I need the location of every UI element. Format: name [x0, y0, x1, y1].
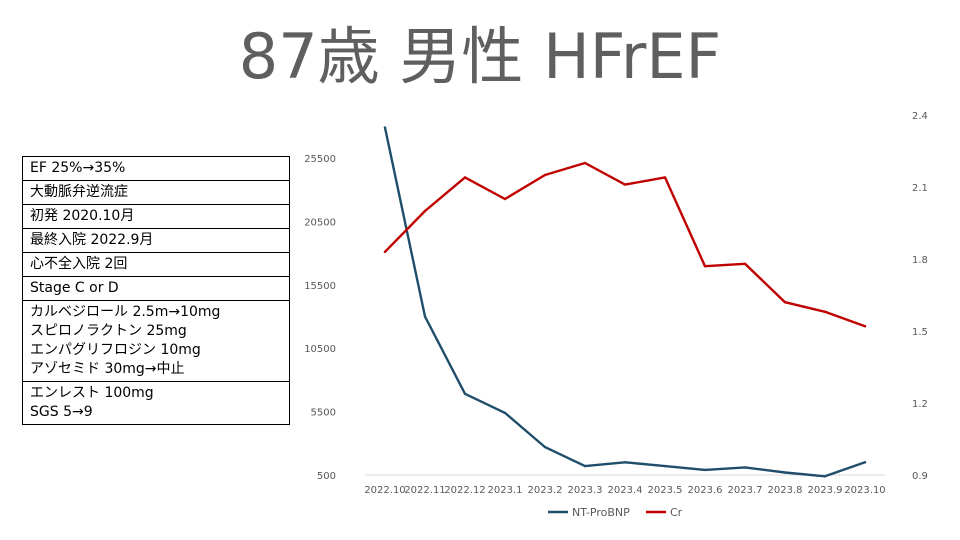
info-row: 最終入院 2022.9月 [22, 228, 290, 253]
info-line: EF 25%→35% [30, 160, 126, 176]
x-tick-label: 2022.10 [364, 485, 405, 496]
data-point [663, 464, 667, 468]
x-tick-label: 2023.10 [844, 485, 885, 496]
info-cell: 大動脈弁逆流症 [22, 180, 290, 205]
data-point [423, 209, 427, 213]
x-tick-label: 2023.2 [528, 485, 563, 496]
data-point [623, 183, 627, 186]
data-point [783, 301, 787, 304]
x-tick-label: 2022.11 [404, 485, 445, 496]
x-tick-label: 2023.1 [488, 485, 523, 496]
x-tick-label: 2023.8 [768, 485, 803, 496]
data-point [583, 161, 587, 165]
line-chart: 500 5500 10500 15500 20500 25500 0.9 1.2 1.5 1.8 2… [304, 111, 928, 519]
info-row: カルベジロール 2.5m→10mg スピロノラクトン 25mg エンパグリフロジン … [22, 300, 290, 382]
info-line: エンパグリフロジン 10mg [30, 342, 201, 358]
x-tick-label: 2023.4 [608, 485, 643, 496]
y-left-tick-label: 20500 [304, 217, 336, 228]
x-tick-label: 2023.3 [568, 485, 603, 496]
y-right-tick-label: 2.4 [912, 111, 928, 122]
data-point [783, 471, 787, 474]
info-line: 心不全入院 2回 [30, 256, 128, 272]
patient-info-body: EF 25%→35% 大動脈弁逆流症 初発 2020.10月最終入院 2022.9月… [22, 156, 290, 425]
info-row: Stage C or D [22, 276, 290, 301]
data-point [623, 461, 627, 464]
data-point [703, 468, 707, 472]
info-line: アゾセミド 30mg→中止 [30, 361, 185, 377]
data-point [583, 464, 587, 468]
info-line: スピロノラクトン 25mg [30, 323, 187, 339]
y-right-tick-label: 2.1 [912, 183, 928, 194]
info-cell: 心不全入院 2回 [22, 252, 290, 277]
info-row: エンレスト 100mg SGS 5→9 [22, 381, 290, 425]
y-right-tick-label: 1.2 [912, 399, 928, 410]
data-point [703, 265, 707, 268]
data-point [463, 392, 467, 396]
info-row: 心不全入院 2回 [22, 252, 290, 277]
y-right-tick-label: 0.9 [912, 471, 928, 482]
info-line: 最終入院 2022.9月 [30, 232, 154, 248]
data-point [463, 176, 467, 179]
y-left-tick-label: 15500 [304, 281, 336, 292]
info-line: カルベジロール 2.5m→10mg [30, 304, 221, 320]
legend-label: NT-ProBNP [572, 506, 630, 519]
data-point [863, 461, 867, 464]
data-point [383, 126, 387, 129]
data-point [503, 411, 507, 415]
legend-label: Cr [670, 506, 683, 519]
info-cell: 最終入院 2022.9月 [22, 228, 290, 253]
x-tick-label: 2023.9 [808, 485, 843, 496]
y-left-tick-label: 10500 [304, 344, 336, 355]
data-point [543, 173, 547, 177]
info-line: 大動脈弁逆流症 [30, 184, 128, 200]
data-point [823, 475, 827, 478]
series-line-nt-probnp [383, 126, 867, 478]
data-point [863, 325, 867, 328]
info-row: 初発 2020.10月 [22, 204, 290, 229]
info-cell: エンレスト 100mg SGS 5→9 [22, 381, 290, 425]
y-right-tick-label: 1.8 [912, 255, 928, 266]
data-point [663, 176, 667, 179]
x-tick-label: 2022.12 [444, 485, 485, 496]
data-point [383, 250, 387, 253]
info-cell: 初発 2020.10月 [22, 204, 290, 229]
x-tick-label: 2023.7 [728, 485, 763, 496]
y-left-tick-label: 5500 [311, 408, 336, 419]
x-tick-label: 2023.5 [648, 485, 683, 496]
y-left-tick-label: 25500 [304, 154, 336, 165]
x-tick-label: 2023.6 [688, 485, 723, 496]
y-right-tick-label: 1.5 [912, 327, 928, 338]
info-cell: Stage C or D [22, 276, 290, 301]
data-point [743, 466, 747, 469]
data-point [823, 310, 827, 313]
info-row: EF 25%→35% [22, 156, 290, 181]
series-line-cr [383, 161, 867, 328]
data-point [503, 197, 507, 201]
info-cell: カルベジロール 2.5m→10mg スピロノラクトン 25mg エンパグリフロジン … [22, 300, 290, 382]
data-point [743, 262, 747, 265]
info-line: 初発 2020.10月 [30, 208, 135, 224]
info-line: SGS 5→9 [30, 404, 93, 420]
info-cell: EF 25%→35% [22, 156, 290, 181]
info-row: 大動脈弁逆流症 [22, 180, 290, 205]
y-left-tick-label: 500 [317, 471, 336, 482]
data-point [423, 315, 427, 318]
page-title: 87歳 男性 HFrEF [238, 20, 722, 93]
patient-info-table: EF 25%→35% 大動脈弁逆流症 初発 2020.10月最終入院 2022.9月… [22, 156, 290, 425]
info-line: エンレスト 100mg [30, 385, 154, 401]
info-line: Stage C or D [30, 280, 119, 296]
data-point [543, 445, 547, 449]
